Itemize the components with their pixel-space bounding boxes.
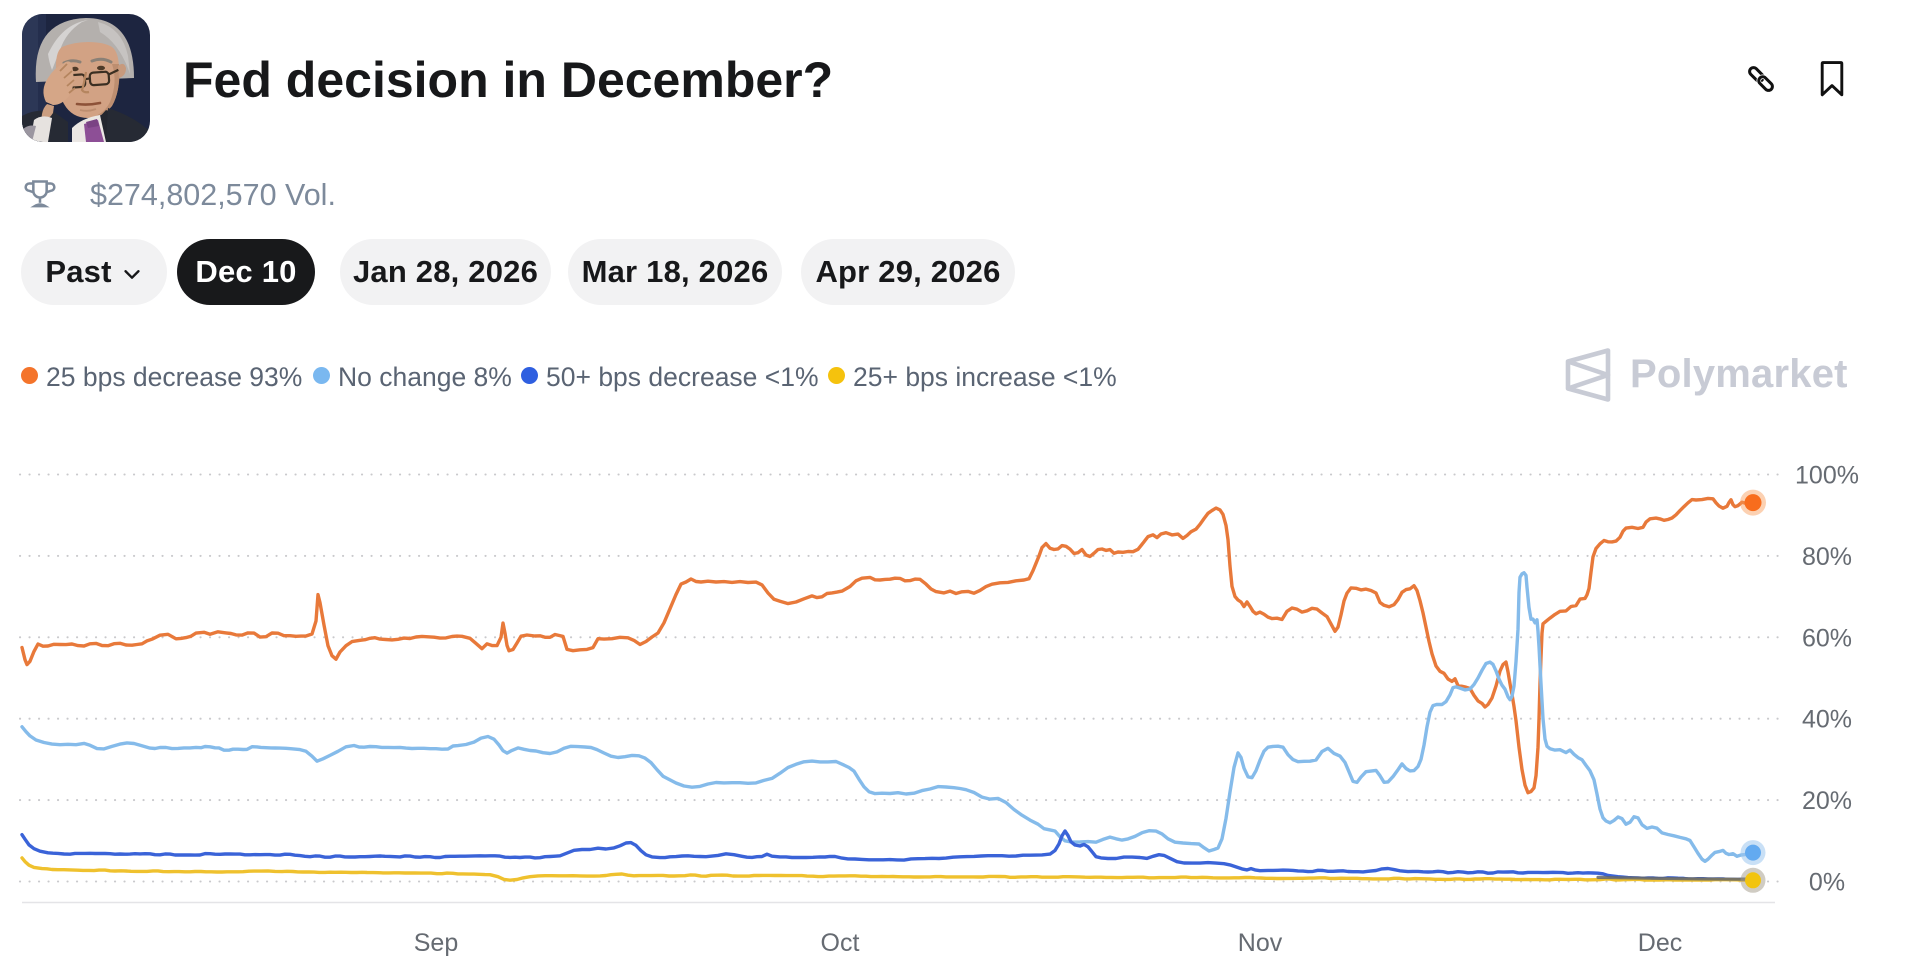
svg-text:20%: 20% (1802, 787, 1852, 815)
svg-text:Oct: Oct (821, 929, 860, 957)
svg-text:40%: 40% (1802, 706, 1852, 734)
svg-text:60%: 60% (1802, 624, 1852, 652)
svg-text:Dec: Dec (1638, 929, 1682, 957)
svg-text:0%: 0% (1809, 869, 1845, 897)
svg-text:Sep: Sep (414, 929, 458, 957)
svg-text:Nov: Nov (1238, 929, 1283, 957)
svg-text:80%: 80% (1802, 543, 1852, 571)
svg-text:100%: 100% (1795, 462, 1859, 490)
